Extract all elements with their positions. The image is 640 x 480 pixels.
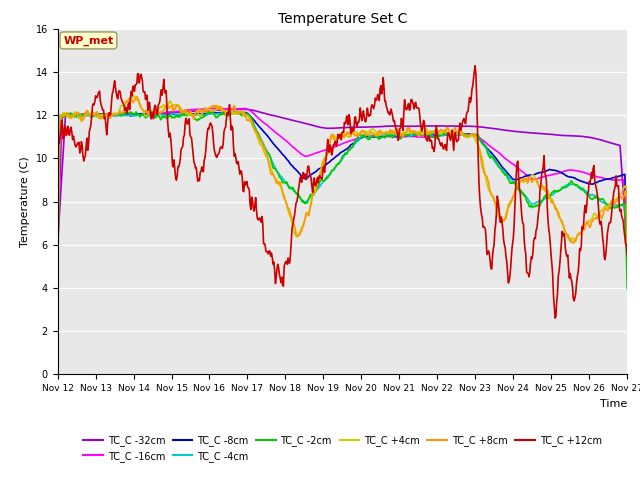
Y-axis label: Temperature (C): Temperature (C) [20, 156, 30, 247]
Title: Temperature Set C: Temperature Set C [278, 12, 407, 26]
Legend: TC_C -32cm, TC_C -16cm, TC_C -8cm, TC_C -4cm, TC_C -2cm, TC_C +4cm, TC_C +8cm, T: TC_C -32cm, TC_C -16cm, TC_C -8cm, TC_C … [79, 431, 605, 466]
X-axis label: Time: Time [600, 399, 627, 408]
Text: WP_met: WP_met [63, 36, 113, 46]
